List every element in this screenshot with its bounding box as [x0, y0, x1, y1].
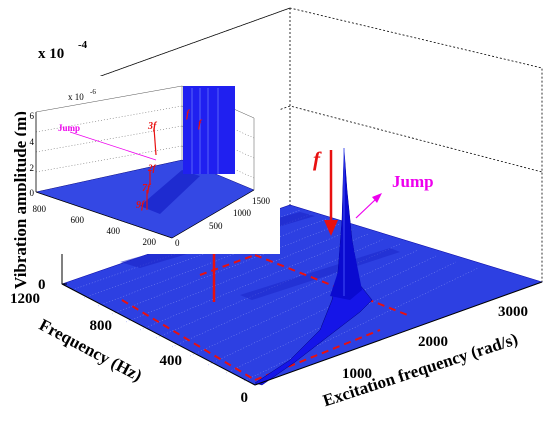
inset-x-tick-1500: 1500 [252, 196, 271, 206]
inset-y-tick-400: 400 [107, 226, 121, 236]
inset-y-tick-800: 800 [33, 204, 47, 214]
inset-3f-label: 3f [147, 121, 158, 132]
inset-9f-label: 9f [136, 200, 146, 211]
inset-x-ticks: 0 500 1000 1500 [175, 196, 271, 248]
y-tick-400: 400 [160, 353, 183, 369]
jump-label: Jump [392, 172, 434, 191]
inset-annotations: Jump 3f 2f 7f 9f f f [58, 109, 203, 211]
x-tick-3000: 3000 [498, 304, 528, 320]
inset-y-tick-600: 600 [71, 215, 85, 225]
x-tick-labels: 1000 2000 3000 [342, 304, 528, 382]
f-marker: f [313, 147, 338, 236]
inset-f-label-1: f [186, 109, 191, 120]
inset-x-tick-0: 0 [175, 238, 180, 248]
y-tick-800: 800 [90, 318, 113, 334]
x-tick-1000: 1000 [342, 366, 372, 382]
inset-x-tick-500: 500 [209, 221, 223, 231]
inset-z-scale-label: x 10 [68, 92, 84, 102]
inset-z-tick-2: 2 [30, 163, 35, 173]
z-scale-label: x 10 [38, 46, 64, 62]
y-tick-0: 0 [241, 390, 249, 406]
z-axis-label: Vibration amplitude (m) [11, 111, 30, 289]
inset-7f-label: 7f [142, 183, 152, 194]
inset-z-ticks: 0 2 4 6 [30, 111, 35, 198]
inset-z-tick-6: 6 [30, 111, 35, 121]
inset-x-tick-1000: 1000 [233, 208, 252, 218]
z-tick-0: 0 [38, 277, 46, 293]
f-label: f [313, 147, 322, 171]
inset-z-tick-0: 0 [30, 188, 35, 198]
z-scale-exponent: -4 [78, 39, 88, 51]
inset-y-tick-200: 200 [143, 237, 157, 247]
inset-f-label-2: f [198, 119, 203, 130]
peak-ridge [254, 147, 373, 386]
jump-marker: Jump [355, 172, 434, 219]
y-tick-1200: 1200 [10, 291, 40, 307]
y-tick-labels: 0 400 800 1200 [10, 291, 248, 406]
inset-2f-label: 2f [147, 163, 157, 173]
inset-y-ticks: 800 600 400 200 [33, 204, 157, 247]
x-tick-2000: 2000 [418, 334, 448, 350]
inset-plot [26, 76, 280, 254]
inset-z-scale-exponent: -6 [90, 88, 96, 96]
inset-z-tick-4: 4 [30, 137, 35, 147]
inset-jump-label: Jump [58, 123, 80, 133]
